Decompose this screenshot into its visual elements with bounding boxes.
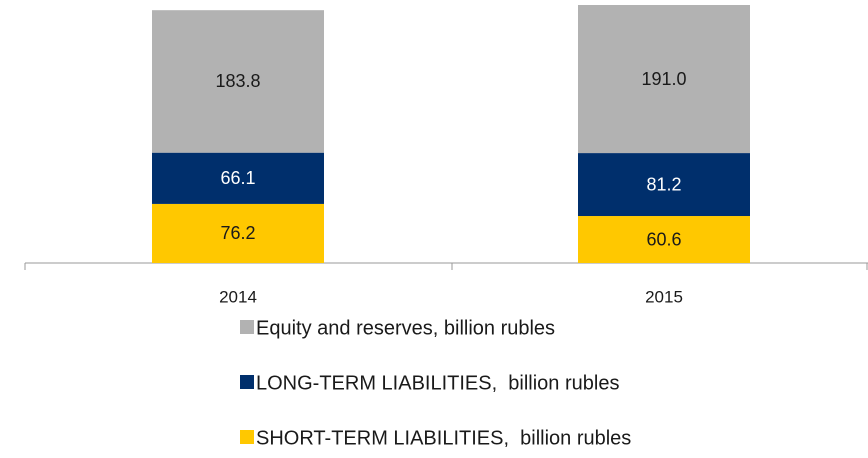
bar-segment bbox=[578, 5, 750, 154]
x-tick-label: 2015 bbox=[645, 287, 683, 306]
bar-segment bbox=[152, 152, 324, 204]
data-label: 66.1 bbox=[220, 168, 255, 188]
data-label: 81.2 bbox=[646, 174, 681, 194]
legend-label: Equity and reserves, billion rubles bbox=[256, 317, 555, 339]
x-tick-label: 2014 bbox=[219, 287, 257, 306]
legend-label: LONG-TERM LIABILITIES, billion rubles bbox=[256, 372, 619, 394]
legend-swatch bbox=[240, 375, 254, 389]
bar-segment bbox=[578, 153, 750, 217]
bar-segment bbox=[578, 216, 750, 263]
data-label: 191.0 bbox=[641, 69, 686, 89]
legend-swatch bbox=[240, 430, 254, 444]
legend-label: SHORT-TERM LIABILITIES, billion rubles bbox=[256, 427, 631, 449]
data-label: 76.2 bbox=[220, 223, 255, 243]
data-label: 183.8 bbox=[215, 71, 260, 91]
legend-swatch bbox=[240, 320, 254, 334]
bar-segment bbox=[152, 10, 324, 153]
data-label: 60.6 bbox=[646, 229, 681, 249]
bar-segment bbox=[152, 203, 324, 263]
